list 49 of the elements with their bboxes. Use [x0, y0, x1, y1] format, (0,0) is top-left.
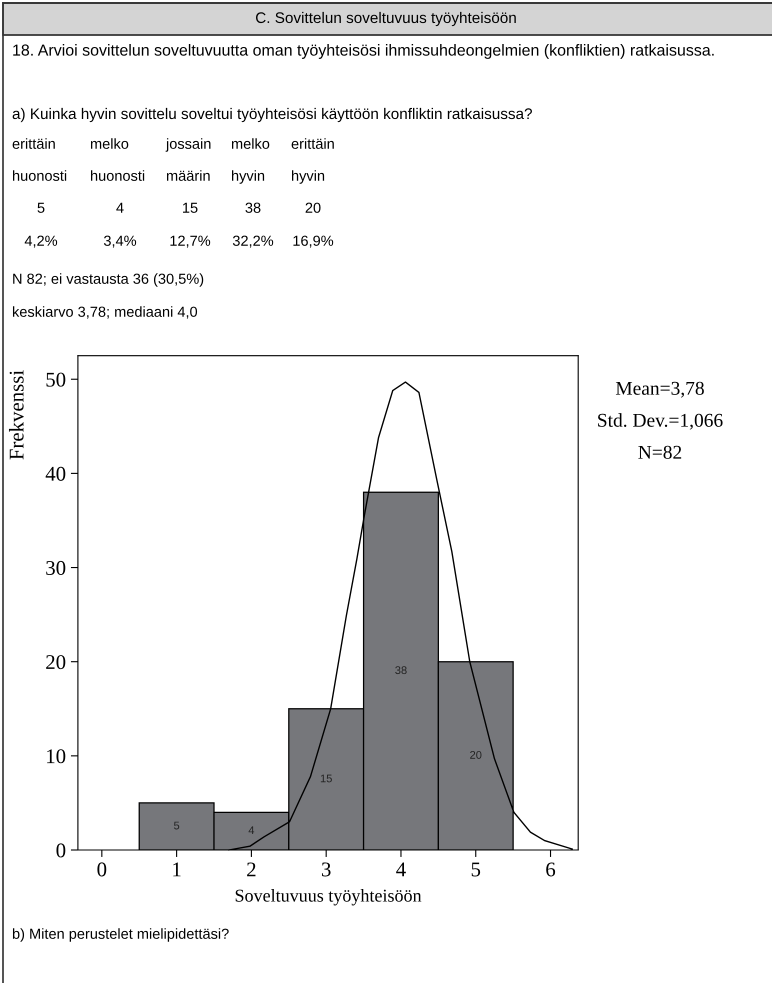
y-tick-label: 10 [47, 749, 66, 764]
text: hyvin [232, 170, 264, 184]
text: hyvin [292, 170, 324, 184]
x-tick-label: 0 [97, 862, 106, 876]
data-label: 15 [320, 774, 332, 782]
x-axis-title: Soveltuvuus työyhteisöön [236, 889, 422, 906]
y-axis-title: Frekvenssi [8, 370, 24, 460]
text: N=82 [638, 446, 682, 459]
text: Std. Dev.=1,066 [598, 413, 723, 430]
x-tick-label: 3 [322, 862, 331, 876]
y-tick-label: 40 [46, 466, 66, 481]
text: jossain [166, 138, 210, 152]
data-label: 4 [248, 826, 254, 834]
x-tick-label: 6 [546, 862, 556, 876]
text: erittäin [292, 138, 334, 149]
text: 3,4% [104, 236, 136, 248]
x-tick-label: 4 [396, 862, 406, 876]
text: 4,2% [24, 236, 58, 248]
text: 4 [116, 202, 124, 213]
text: Mean=3,78 [616, 382, 704, 398]
text: 15 [183, 202, 198, 213]
text: 5 [38, 202, 44, 213]
chart-subtitle: 18. Arvioi sovittelun soveltuvuutta oman työyhteisösi ihmissuhdeongelmien (konfliktien) ratkaisussa. [13, 44, 714, 59]
x-tick-label: 5 [472, 862, 480, 876]
data-label: 5 [174, 822, 180, 830]
data-label: 38 [395, 666, 407, 674]
text: 38 [245, 202, 260, 213]
data-label: 20 [470, 750, 482, 759]
chart-title: C. Sovittelun soveltuvuus työyhteisöön [256, 12, 516, 26]
text: 20 [306, 202, 321, 213]
text: määrin [166, 170, 210, 181]
text: 12,7% [170, 236, 210, 248]
x-tick-label: 2 [247, 862, 256, 876]
text: 32,2% [232, 236, 274, 248]
text: erittäin [12, 138, 55, 149]
text: melko [90, 138, 128, 149]
y-tick-label: 0 [56, 843, 66, 858]
text: N 82; ei vastausta 36 (30,5%) [13, 273, 204, 287]
text: a) Kuinka hyvin sovittelu soveltui työyhteisösi käyttöön konfliktin ratkaisussa? [12, 108, 532, 122]
text: keskiarvo 3,78; mediaani 4,0 [12, 306, 198, 319]
text: b) Miten perustelet mielipidettäsi? [12, 928, 229, 942]
text: 16,9% [293, 236, 334, 248]
text: melko [232, 138, 270, 149]
y-tick-label: 20 [46, 655, 66, 670]
x-tick-label: 1 [173, 862, 181, 876]
text: huonosti [91, 170, 144, 181]
y-tick-label: 50 [46, 372, 66, 387]
y-tick-label: 30 [46, 560, 66, 575]
text: huonosti [13, 170, 66, 181]
